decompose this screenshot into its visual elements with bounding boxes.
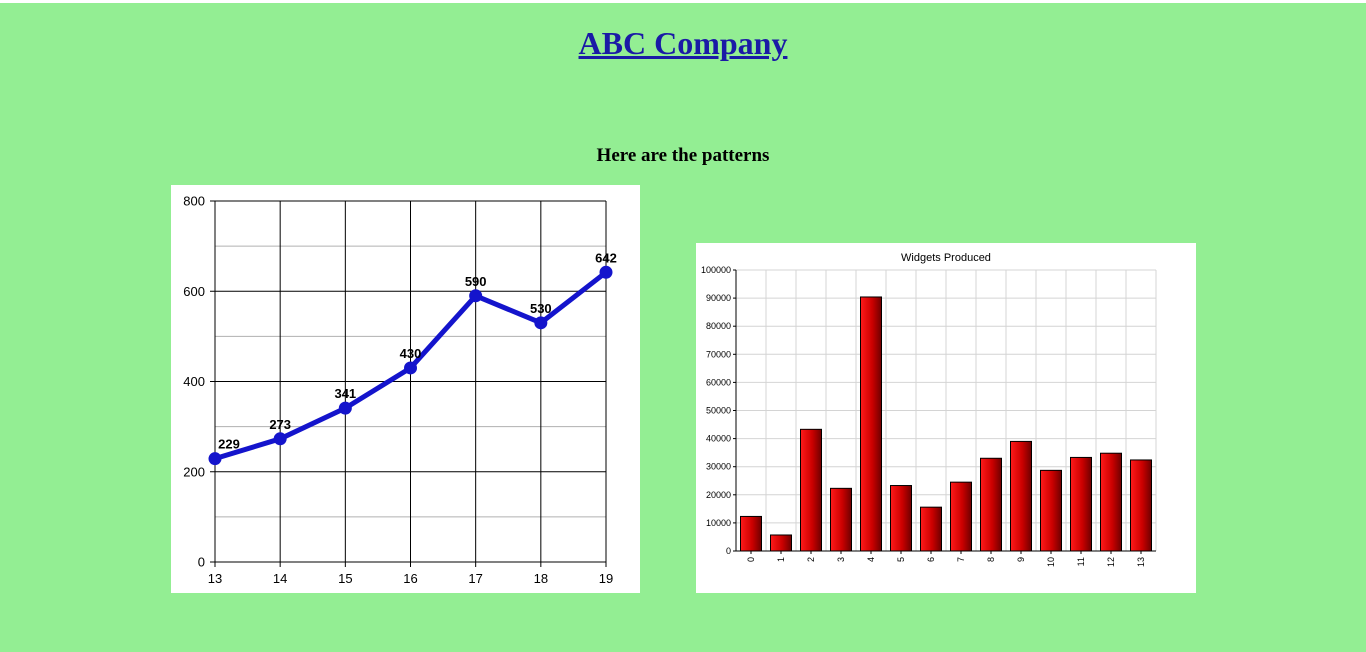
bar: [980, 457, 1002, 552]
y-tick-label: 80000: [706, 321, 731, 331]
data-label: 430: [400, 346, 422, 361]
x-tick-label: 8: [986, 557, 996, 562]
data-label: 590: [465, 274, 487, 289]
x-tick-label: 7: [956, 557, 966, 562]
bar: [1100, 452, 1122, 552]
y-tick-label: 50000: [706, 406, 731, 416]
y-tick-label: 200: [183, 464, 205, 479]
x-tick-label: 19: [599, 571, 613, 586]
data-point: [599, 265, 613, 279]
x-tick-label: 16: [403, 571, 417, 586]
data-label: 229: [218, 437, 240, 452]
data-point: [469, 289, 483, 303]
y-tick-label: 600: [183, 284, 205, 299]
y-tick-label: 60000: [706, 377, 731, 387]
x-tick-label: 6: [926, 557, 936, 562]
data-point: [208, 452, 222, 466]
y-tick-label: 100000: [701, 265, 731, 275]
bar: [920, 506, 942, 552]
bar: [1040, 469, 1062, 552]
y-tick-label: 20000: [706, 490, 731, 500]
bar: [1010, 440, 1032, 552]
x-tick-label: 10: [1046, 557, 1056, 567]
bar-chart-panel: Widgets Produced 0 10000 20000 30000 40000 500…: [696, 243, 1196, 593]
y-tick-label: 30000: [706, 462, 731, 472]
x-tick-label: 5: [896, 557, 906, 562]
x-tick-label: 18: [534, 571, 548, 586]
bar: [860, 296, 882, 552]
bar: [950, 481, 972, 552]
x-tick-label: 13: [208, 571, 222, 586]
bar: [800, 428, 822, 552]
x-tick-label: 13: [1136, 557, 1146, 567]
data-label: 273: [269, 417, 291, 432]
bar-chart: Widgets Produced 0 10000 20000 30000 40000 500…: [701, 252, 1157, 567]
bar-chart-title: Widgets Produced: [901, 252, 991, 264]
bar: [890, 485, 912, 552]
y-tick-label: 10000: [706, 518, 731, 528]
line-chart-panel: 0 200 400 600 800 13 14 15 16 17 18 19 229 273 341 430 5…: [171, 185, 640, 593]
y-tick-label: 40000: [706, 434, 731, 444]
bar: [740, 515, 762, 552]
x-tick-label: 1: [776, 557, 786, 562]
y-tick-label: 70000: [706, 349, 731, 359]
bar: [770, 534, 792, 552]
data-label: 642: [595, 250, 617, 265]
data-point: [534, 316, 548, 330]
line-chart: 0 200 400 600 800 13 14 15 16 17 18 19 229 273 341 430 5…: [183, 194, 617, 587]
y-tick-label: 0: [198, 555, 205, 570]
page-title: ABC Company: [578, 25, 788, 61]
data-point: [338, 401, 352, 415]
x-tick-label: 15: [338, 571, 352, 586]
data-point: [273, 432, 287, 446]
x-tick-label: 14: [273, 571, 287, 586]
x-tick-label: 17: [468, 571, 482, 586]
bar: [1070, 456, 1092, 552]
bar: [830, 487, 852, 552]
x-tick-label: 0: [746, 557, 756, 562]
data-label: 530: [530, 301, 552, 316]
x-tick-label: 2: [806, 557, 816, 562]
x-tick-label: 3: [836, 557, 846, 562]
y-tick-label: 800: [183, 194, 205, 209]
page-subtitle: Here are the patterns: [596, 145, 770, 166]
data-label: 341: [334, 386, 356, 401]
x-tick-label: 4: [866, 557, 876, 562]
y-tick-label: 90000: [706, 293, 731, 303]
x-tick-label: 11: [1076, 557, 1086, 566]
data-point: [404, 361, 417, 375]
y-tick-label: 400: [183, 374, 205, 389]
x-tick-label: 9: [1016, 557, 1026, 562]
y-tick-label: 0: [726, 546, 731, 556]
x-tick-label: 12: [1106, 557, 1116, 567]
bar: [1130, 459, 1152, 552]
